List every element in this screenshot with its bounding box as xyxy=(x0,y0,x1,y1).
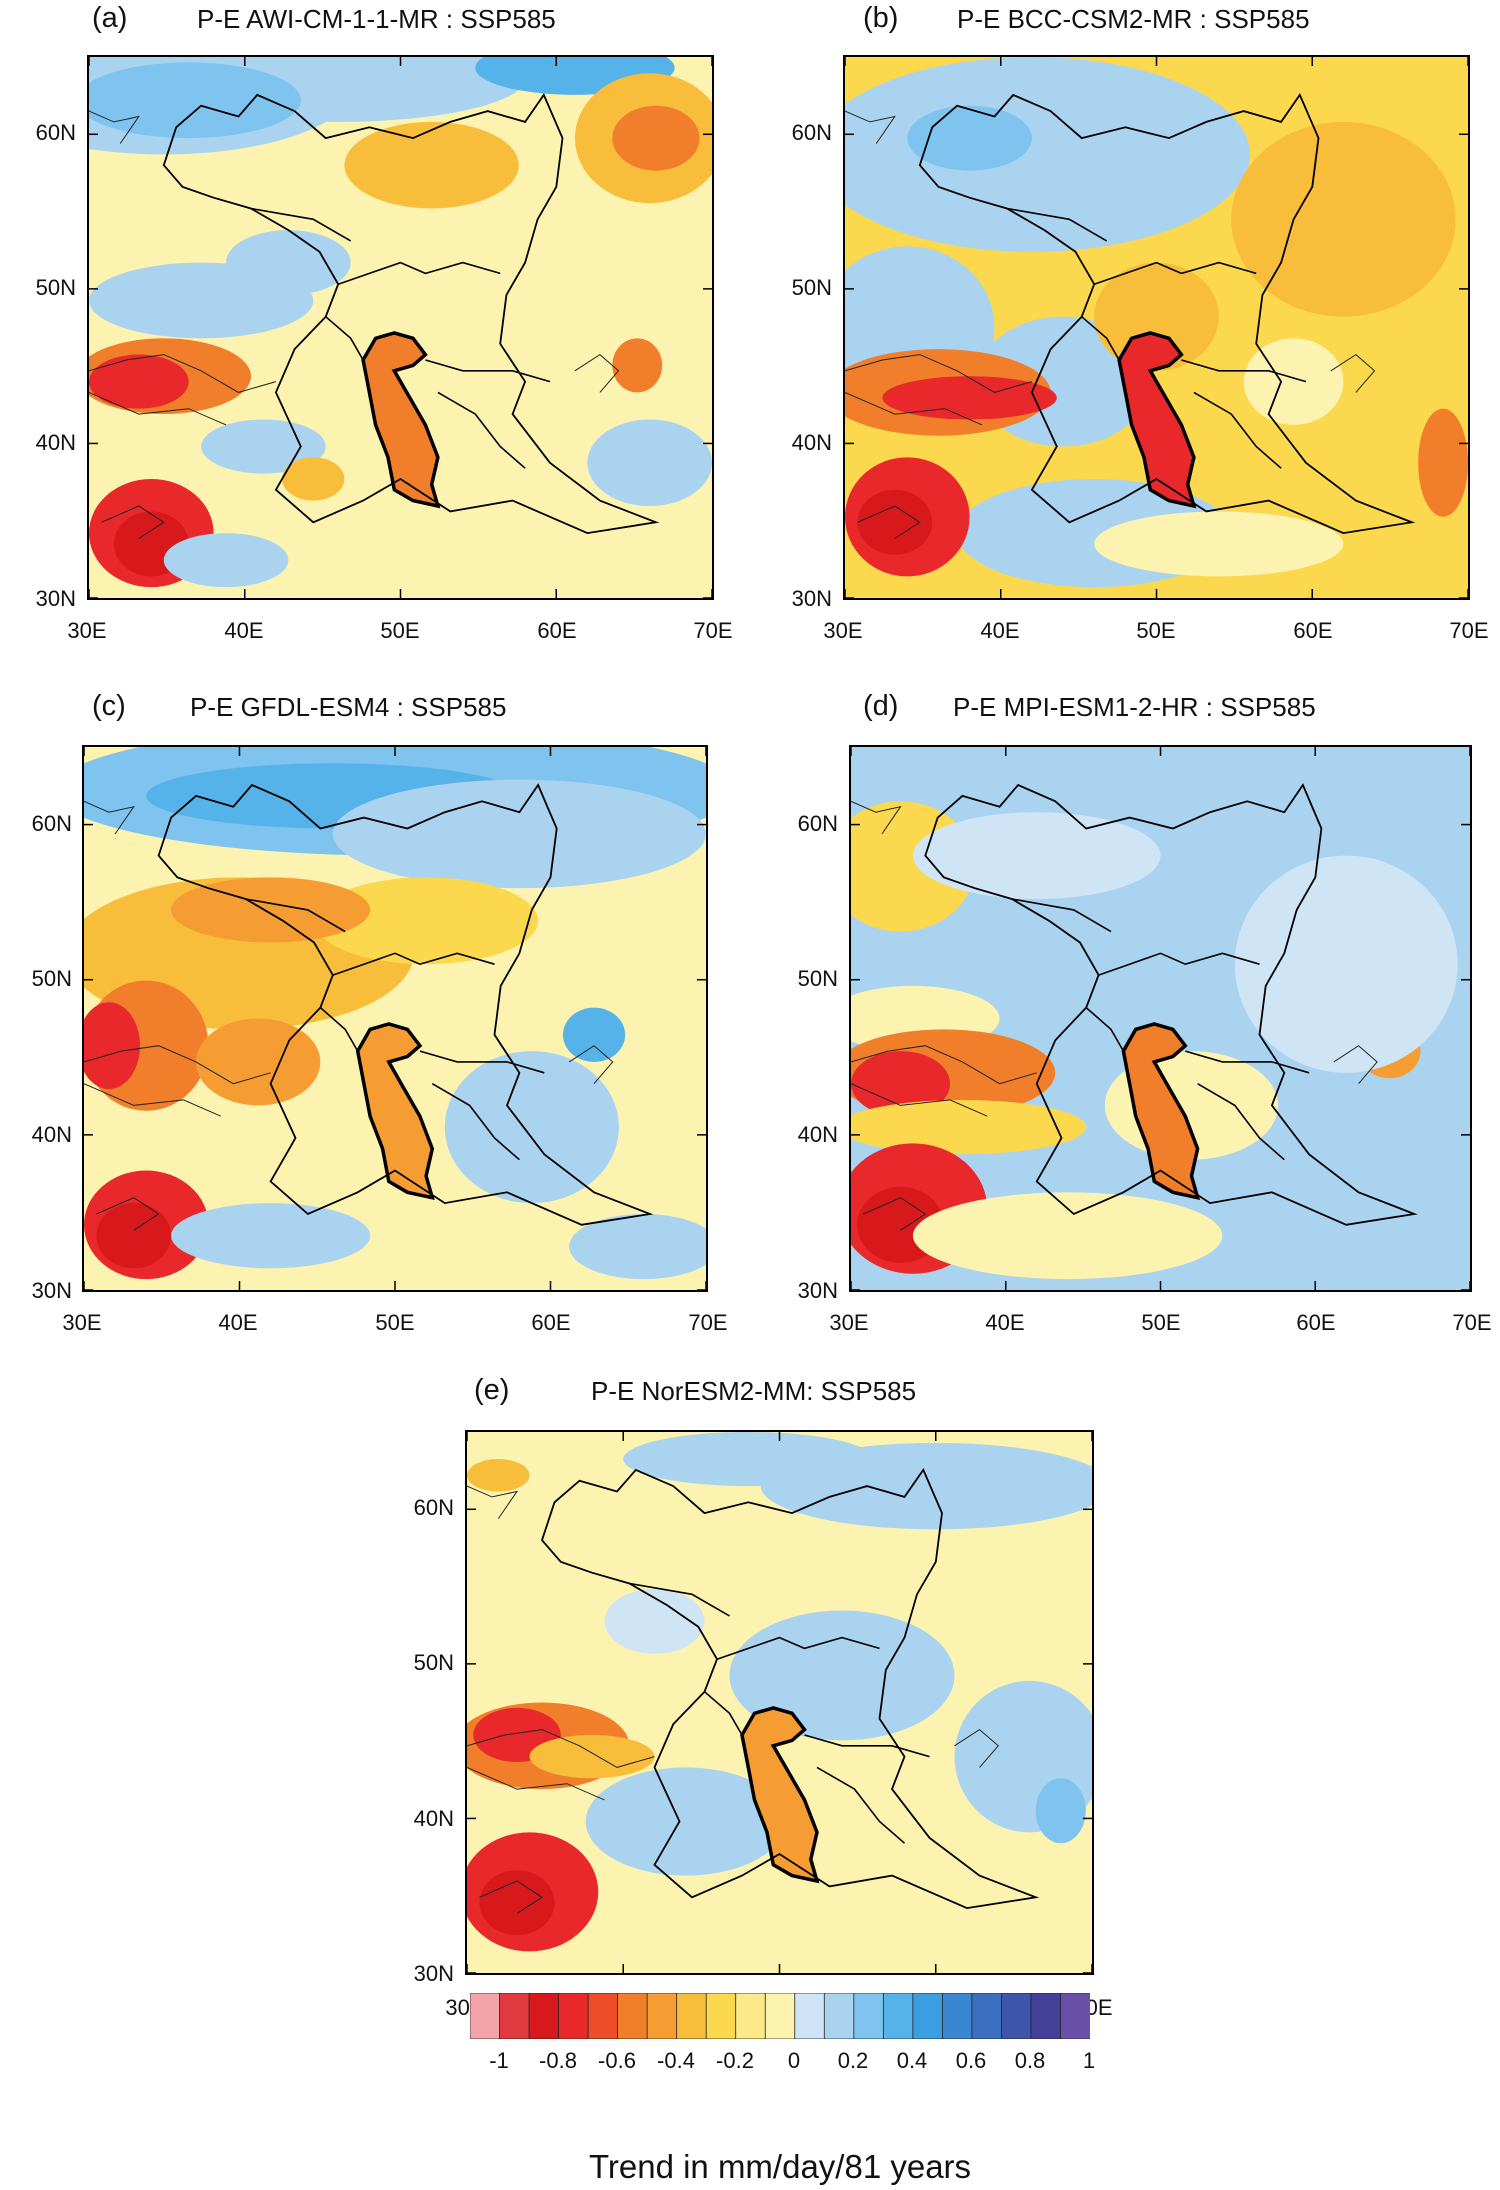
colorbar-label: -0.4 xyxy=(657,2048,695,2073)
lat-label: 60N xyxy=(797,811,838,836)
colorbar-swatch xyxy=(882,1993,914,2039)
colorbar-swatch xyxy=(499,1993,530,2039)
basin-outline xyxy=(540,1468,1040,1910)
colorbar-label: 0.6 xyxy=(955,2048,987,2073)
lon-label: 50E xyxy=(1136,618,1176,643)
basin-outline xyxy=(162,93,660,535)
colorbar-swatch xyxy=(794,1993,826,2039)
caspian-sea xyxy=(1117,331,1197,509)
lon-label: 60E xyxy=(537,618,577,643)
colorbar-swatch xyxy=(1060,1993,1090,2039)
lat-label: 50N xyxy=(31,966,72,991)
lat-label: 40N xyxy=(791,430,832,455)
colorbar-swatch xyxy=(735,1993,767,2039)
colorbar-label: -0.2 xyxy=(716,2048,754,2073)
lon-label: 60E xyxy=(1293,618,1333,643)
lat-label: 50N xyxy=(791,275,832,300)
colorbar-label: 0.4 xyxy=(896,2048,928,2073)
colorbar-label: 0.2 xyxy=(837,2048,869,2073)
map-plot xyxy=(465,1430,1094,1975)
panel-letter: (c) xyxy=(92,690,126,722)
map-plot xyxy=(87,55,714,600)
colorbar-swatch xyxy=(912,1993,944,2039)
colorbar-swatch xyxy=(558,1993,589,2039)
colorbar-label: 1 xyxy=(1082,2048,1096,2073)
lat-label: 60N xyxy=(791,120,832,145)
lon-label: 30E xyxy=(62,1310,102,1335)
colorbar-swatch xyxy=(528,1993,560,2039)
caspian-sea xyxy=(740,1706,820,1884)
lon-label: 60E xyxy=(1296,1310,1336,1335)
lon-label: 30E xyxy=(823,618,863,643)
caspian-sea xyxy=(361,331,441,509)
basin-outline xyxy=(924,783,1418,1226)
colorbar-swatch xyxy=(646,1993,678,2039)
colorbar-label: -0.8 xyxy=(539,2048,577,2073)
panel-letter: (a) xyxy=(92,2,128,34)
panel-letter: (d) xyxy=(863,690,899,722)
lat-label: 50N xyxy=(413,1650,454,1675)
colorbar-label: 0.8 xyxy=(1014,2048,1046,2073)
colorbar-swatch xyxy=(941,1993,973,2039)
lat-label: 40N xyxy=(413,1806,454,1831)
panel-letter: (b) xyxy=(863,2,899,34)
colorbar-swatch xyxy=(470,1993,501,2039)
lat-label: 60N xyxy=(31,811,72,836)
lat-label: 60N xyxy=(413,1495,454,1520)
lon-label: 60E xyxy=(531,1310,571,1335)
lat-label: 40N xyxy=(31,1122,72,1147)
colorbar-swatch xyxy=(587,1993,619,2039)
lon-label: 30E xyxy=(67,618,107,643)
map-plot xyxy=(849,745,1472,1292)
colorbar-label: -1 xyxy=(489,2048,509,2073)
lon-label: 30E xyxy=(829,1310,869,1335)
colorbar-title: Trend in mm/day/81 years xyxy=(588,2148,972,2185)
lon-label: 50E xyxy=(375,1310,415,1335)
lon-label: 40E xyxy=(218,1310,258,1335)
panel-title: P-E GFDL-ESM4 : SSP585 xyxy=(190,692,507,722)
colorbar-swatch xyxy=(1001,1993,1032,2039)
lat-label: 60N xyxy=(35,120,76,145)
map-plot xyxy=(82,745,708,1292)
lon-label: 70E xyxy=(693,618,733,643)
lat-label: 40N xyxy=(797,1122,838,1147)
lon-label: 40E xyxy=(985,1310,1025,1335)
panel-title: P-E BCC-CSM2-MR : SSP585 xyxy=(957,4,1310,34)
colorbar-swatch xyxy=(764,1993,796,2039)
lat-label: 50N xyxy=(35,275,76,300)
colorbar-swatches xyxy=(470,1993,1090,2039)
lat-label: 30N xyxy=(797,1278,838,1303)
lon-label: 50E xyxy=(1141,1310,1181,1335)
caspian-sea xyxy=(1121,1022,1201,1201)
colorbar-swatch xyxy=(971,1993,1003,2039)
colorbar-swatch xyxy=(1030,1993,1062,2039)
colorbar-swatch xyxy=(705,1993,737,2039)
lat-label: 30N xyxy=(413,1961,454,1986)
lon-label: 40E xyxy=(980,618,1020,643)
colorbar-swatch xyxy=(617,1993,648,2039)
lon-label: 70E xyxy=(1449,618,1489,643)
colorbar-label: -0.6 xyxy=(598,2048,636,2073)
lat-label: 30N xyxy=(31,1278,72,1303)
lon-label: 70E xyxy=(1452,1310,1492,1335)
colorbar-label: 0 xyxy=(787,2048,801,2073)
caspian-sea xyxy=(355,1022,435,1201)
panel-letter: (e) xyxy=(474,1374,510,1406)
lon-label: 40E xyxy=(224,618,264,643)
panel-title: P-E NorESM2-MM: SSP585 xyxy=(591,1376,917,1406)
lat-label: 40N xyxy=(35,430,76,455)
lon-label: 70E xyxy=(688,1310,728,1335)
basin-outline xyxy=(157,783,654,1226)
colorbar-swatch xyxy=(853,1993,885,2039)
panel-title: P-E AWI-CM-1-1-MR : SSP585 xyxy=(197,4,556,34)
basin-outline xyxy=(918,93,1416,535)
panel-title: P-E MPI-ESM1-2-HR : SSP585 xyxy=(953,692,1316,722)
lat-label: 30N xyxy=(791,586,832,611)
lon-label: 50E xyxy=(380,618,420,643)
colorbar-swatch xyxy=(676,1993,707,2039)
lat-label: 30N xyxy=(35,586,76,611)
lat-label: 50N xyxy=(797,966,838,991)
colorbar-swatch xyxy=(823,1993,855,2039)
map-plot xyxy=(843,55,1470,600)
